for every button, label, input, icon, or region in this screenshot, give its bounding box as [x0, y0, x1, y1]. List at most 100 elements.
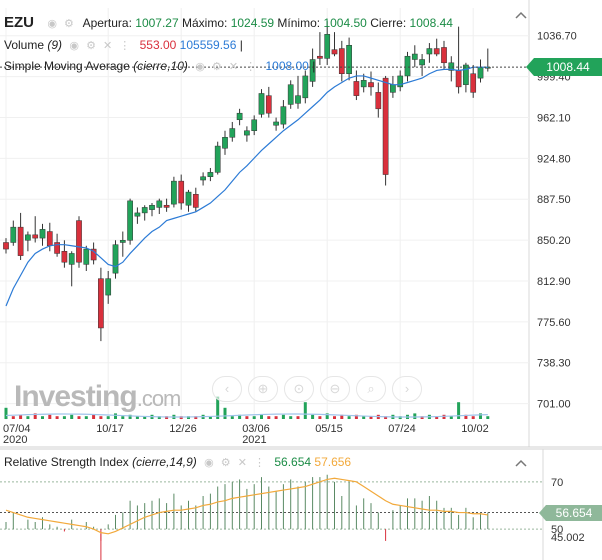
volume-bar: [216, 396, 220, 419]
rsi-params: (cierre,14,9): [132, 455, 197, 469]
chevron-up-icon[interactable]: [514, 10, 528, 20]
gear-icon[interactable]: ⚙: [64, 18, 76, 30]
candle-body: [134, 212, 141, 217]
candle: [353, 70, 360, 101]
candle-body: [192, 194, 199, 208]
more-icon[interactable]: ⋮: [245, 61, 259, 73]
chevron-up-icon[interactable]: [514, 458, 528, 468]
volume-bar: [398, 416, 402, 419]
volume-bar: [325, 413, 329, 419]
chevron-right-icon[interactable]: ›: [392, 376, 422, 402]
eye-icon[interactable]: ◉: [195, 61, 207, 73]
volume-bar: [128, 414, 132, 419]
eye-icon[interactable]: ◉: [47, 18, 59, 30]
rsi-controls[interactable]: ◉ ⚙ ✕ ⋮: [204, 456, 267, 469]
candle-body: [200, 176, 206, 181]
candle: [156, 198, 163, 214]
volume-bar: [165, 416, 169, 419]
sma-name: Simple Moving Average: [4, 59, 130, 73]
logo-brand: Investing: [14, 380, 138, 413]
more-icon[interactable]: ⋮: [254, 457, 268, 469]
current-price-tag: 1008.44: [526, 58, 602, 77]
candle-body: [441, 47, 447, 64]
gear-icon[interactable]: ⚙: [220, 457, 233, 469]
rsi-legend: Relative Strength Index (cierre,14,9) ◉ …: [4, 455, 351, 469]
volume-bar: [369, 416, 373, 419]
candle: [382, 75, 389, 186]
candle: [404, 51, 411, 82]
candle-body: [83, 248, 90, 265]
close-icon[interactable]: ✕: [103, 40, 115, 52]
volume-bar: [157, 416, 161, 419]
sma-controls[interactable]: ◉ ⚙ ✕ ⋮: [195, 60, 258, 73]
volume-bar: [420, 416, 424, 419]
candle: [149, 203, 155, 217]
eye-icon[interactable]: ◉: [69, 40, 81, 52]
rsi-y-tick-label: 50: [551, 524, 563, 536]
zoom-in-icon[interactable]: ⊕: [248, 376, 278, 402]
candle: [273, 117, 279, 131]
search-icon[interactable]: ⌕: [356, 376, 386, 402]
rsi-y-tick-label: 45.002: [551, 532, 585, 544]
volume-bar: [245, 416, 249, 419]
candle-body: [156, 200, 163, 208]
y-tick-label: 701.00: [537, 399, 571, 411]
candle-body: [236, 112, 243, 121]
candle-body: [397, 75, 404, 88]
volume-controls[interactable]: ◉ ⚙ ✕ ⋮: [69, 39, 132, 52]
symbol-controls[interactable]: ◉ ⚙: [47, 17, 76, 30]
candle-body: [105, 278, 112, 296]
candle-body: [119, 240, 126, 243]
candle-body: [477, 66, 484, 79]
candle: [295, 75, 301, 109]
candle-body: [149, 204, 155, 210]
sma-separator: |: [312, 59, 316, 73]
volume-bar: [260, 414, 263, 419]
zoom-out-icon[interactable]: ⊖: [320, 376, 350, 402]
volume-bar: [457, 402, 461, 419]
candle-body: [17, 226, 24, 256]
candle: [17, 212, 24, 261]
close-icon[interactable]: ✕: [228, 61, 241, 73]
x-tick-label: 03/06: [242, 423, 270, 435]
sma-legend: Simple Moving Average (cierre,10) ◉ ⚙ ✕ …: [4, 59, 315, 73]
gear-icon[interactable]: ⚙: [211, 61, 224, 73]
candle-body: [90, 248, 97, 261]
low-value: 1004.50: [323, 16, 367, 30]
candle: [200, 172, 206, 186]
candle: [441, 40, 447, 70]
y-tick-label: 812.90: [537, 276, 571, 288]
eye-icon[interactable]: ◉: [204, 457, 216, 469]
candle: [477, 59, 484, 83]
x-tick-label: 10/17: [96, 423, 124, 435]
candle-body: [54, 242, 60, 254]
gear-icon[interactable]: ⚙: [86, 40, 98, 52]
candle-body: [404, 55, 411, 77]
close-icon[interactable]: ✕: [237, 457, 249, 469]
volume-bar: [230, 416, 234, 419]
close-label: Cierre:: [370, 16, 407, 30]
candle-body: [3, 242, 9, 250]
candle: [280, 100, 287, 129]
candle: [360, 73, 367, 93]
candle-body: [61, 251, 68, 263]
candle-body: [127, 200, 133, 241]
candle: [426, 43, 433, 63]
candle-body: [448, 62, 455, 71]
sma-line: [5, 66, 488, 307]
volume-bar: [384, 416, 388, 419]
zoom-reset-icon[interactable]: ⊙: [284, 376, 314, 402]
close-value: 1008.44: [409, 16, 453, 30]
more-icon[interactable]: ⋮: [119, 40, 133, 52]
chevron-left-icon[interactable]: ‹: [212, 376, 242, 402]
y-tick-label: 738.30: [537, 358, 571, 370]
candle: [251, 115, 258, 136]
candle-body: [222, 137, 228, 149]
volume-bar: [347, 416, 351, 419]
rsi-current-tag: 56.654: [539, 505, 602, 522]
sma-value: 1008.00: [265, 59, 309, 73]
volume-bar: [252, 416, 256, 419]
volume-bar: [48, 414, 52, 419]
